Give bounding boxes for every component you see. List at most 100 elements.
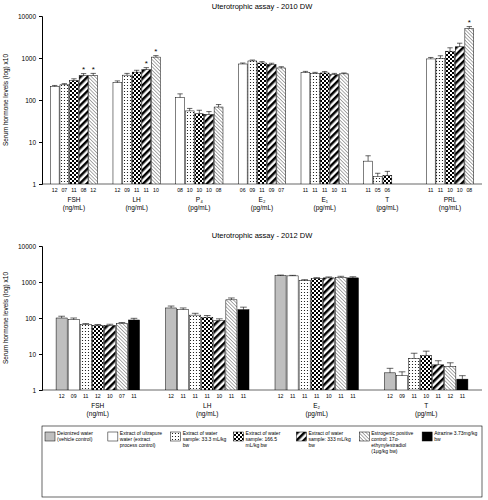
error-cap xyxy=(52,85,57,86)
error-bar xyxy=(332,73,337,74)
chart-1: Uterotrophic assay - 2012 DWSerum hormon… xyxy=(2,231,482,497)
error-stem xyxy=(426,351,427,355)
error-bar xyxy=(204,316,211,318)
bar xyxy=(248,61,257,184)
error-bar xyxy=(168,306,175,308)
legend-swatch xyxy=(296,432,306,441)
error-bar xyxy=(375,173,380,176)
error-cap xyxy=(332,73,337,74)
n-label: 07 xyxy=(119,393,125,399)
error-bar xyxy=(94,324,101,326)
n-label: 11 xyxy=(290,393,295,399)
significance: * xyxy=(154,47,157,56)
error-bar xyxy=(279,67,284,68)
bar xyxy=(277,68,286,184)
bar xyxy=(409,358,420,390)
n-label: 11 xyxy=(259,187,264,193)
bar xyxy=(123,75,132,184)
bar xyxy=(364,161,373,184)
error-bar xyxy=(52,85,57,86)
error-cap xyxy=(250,60,255,61)
bar xyxy=(79,76,88,184)
axis-line xyxy=(39,17,43,185)
error-bar xyxy=(428,57,433,58)
legend-label: Extract of ultrapurewater (extractproces… xyxy=(120,430,162,448)
legend-item: Extract of ultrapurewater (extractproces… xyxy=(108,430,162,448)
n-label: 11 xyxy=(338,393,343,399)
error-stem xyxy=(243,307,244,310)
error-bar xyxy=(457,43,462,47)
bar xyxy=(347,278,358,390)
bar xyxy=(311,279,322,390)
n-label: 12 xyxy=(278,393,284,399)
error-cap xyxy=(177,93,182,94)
error-bar xyxy=(82,324,89,325)
error-cap xyxy=(428,57,433,58)
n-label: 11 xyxy=(322,187,327,193)
bar xyxy=(50,86,59,184)
error-stem xyxy=(450,48,451,51)
bar xyxy=(275,276,286,390)
category-label: PRL(ng/mL) xyxy=(439,196,461,212)
error-bar xyxy=(177,94,182,98)
tick-label: 100 xyxy=(25,315,36,322)
error-cap xyxy=(71,78,76,79)
bar xyxy=(397,376,408,390)
error-stem xyxy=(199,110,200,114)
n-label: 11 xyxy=(341,187,346,193)
error-bar xyxy=(131,318,138,320)
error-bar xyxy=(301,279,308,281)
category-label: T(pg/mL) xyxy=(376,196,398,212)
tick: 100 xyxy=(25,97,42,104)
n-label: 07 xyxy=(61,187,67,193)
tick-mark xyxy=(39,318,42,319)
legend-label: Extract of watersample: 33.3 mL/kgbw xyxy=(183,430,227,448)
error-bar xyxy=(71,79,76,81)
error-cap xyxy=(438,55,443,56)
bar xyxy=(301,73,310,184)
legend-item: Deionized water(vehicle control) xyxy=(45,430,93,442)
error-cap xyxy=(277,275,284,276)
n-label: 10 xyxy=(107,393,113,399)
tick-label: 10000 xyxy=(18,13,36,20)
n-label: 10 xyxy=(326,393,332,399)
tick-mark xyxy=(39,142,42,143)
bar xyxy=(258,63,267,184)
error-cap xyxy=(303,71,308,72)
error-bar xyxy=(228,298,235,300)
error-stem xyxy=(377,173,378,176)
n-label: 08 xyxy=(177,187,183,193)
error-bar xyxy=(325,276,332,278)
legend-label: Deionized water(vehicle control) xyxy=(57,430,93,442)
legend-item: Extract of watersample: 333 mL/kgbw xyxy=(296,430,350,448)
category-label: E₂(pg/mL) xyxy=(306,402,328,418)
bar xyxy=(104,325,115,390)
tick-label: 100 xyxy=(25,97,36,104)
bar xyxy=(176,97,185,184)
bar xyxy=(195,114,204,184)
tick-mark xyxy=(39,354,42,355)
n-label: 11 xyxy=(365,187,370,193)
error-cap xyxy=(289,275,296,276)
n-label: 09 xyxy=(71,393,77,399)
error-bar xyxy=(62,84,67,85)
tick-mark xyxy=(39,282,42,283)
n-label: 11 xyxy=(71,187,76,193)
tick: 1 xyxy=(32,181,42,188)
bar xyxy=(89,76,98,184)
error-cap xyxy=(423,351,430,352)
n-label: 06 xyxy=(240,187,246,193)
n-label: 08 xyxy=(466,187,472,193)
figure: Uterotrophic assay - 2010 DWSerum hormon… xyxy=(0,0,488,500)
bar xyxy=(287,276,298,390)
n-label: 10 xyxy=(206,187,212,193)
legend-swatch xyxy=(108,432,118,441)
error-cap xyxy=(338,276,345,277)
bar xyxy=(323,278,334,390)
error-cap xyxy=(187,108,192,109)
bar xyxy=(214,107,223,184)
n-label: 12 xyxy=(168,393,174,399)
bar xyxy=(142,70,151,184)
bar xyxy=(238,310,249,390)
error-stem xyxy=(440,56,441,59)
